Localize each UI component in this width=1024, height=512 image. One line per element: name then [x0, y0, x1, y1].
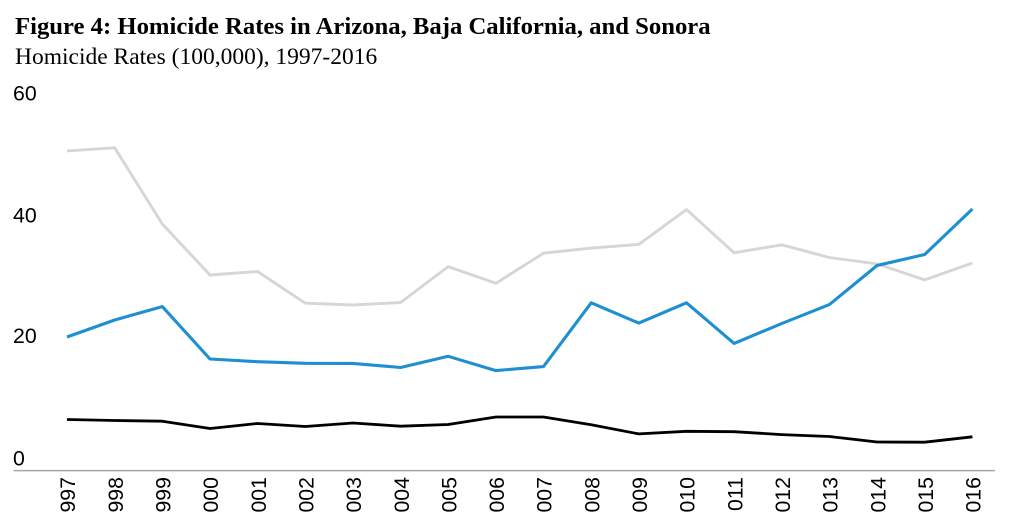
svg-text:2006: 2006	[485, 477, 509, 512]
svg-text:2007: 2007	[533, 477, 557, 512]
svg-text:2001: 2001	[247, 477, 271, 512]
svg-text:2015: 2015	[914, 477, 938, 512]
svg-text:2013: 2013	[819, 477, 843, 512]
svg-text:2010: 2010	[676, 477, 700, 512]
svg-text:2012: 2012	[771, 477, 795, 512]
svg-text:2009: 2009	[628, 477, 652, 512]
svg-text:60: 60	[13, 81, 37, 105]
svg-text:20: 20	[13, 324, 37, 348]
svg-text:1997: 1997	[56, 477, 80, 512]
svg-text:0: 0	[13, 446, 25, 470]
svg-text:1998: 1998	[104, 477, 128, 512]
svg-text:2016: 2016	[962, 477, 986, 512]
svg-text:2003: 2003	[342, 477, 366, 512]
svg-text:2008: 2008	[580, 477, 604, 512]
svg-text:1999: 1999	[152, 477, 176, 512]
svg-text:2004: 2004	[390, 477, 414, 512]
svg-text:2011: 2011	[723, 477, 747, 512]
svg-text:40: 40	[13, 203, 37, 227]
svg-text:2000: 2000	[199, 477, 223, 512]
svg-text:2005: 2005	[437, 477, 461, 512]
svg-text:2014: 2014	[866, 477, 890, 512]
svg-text:2002: 2002	[295, 477, 319, 512]
